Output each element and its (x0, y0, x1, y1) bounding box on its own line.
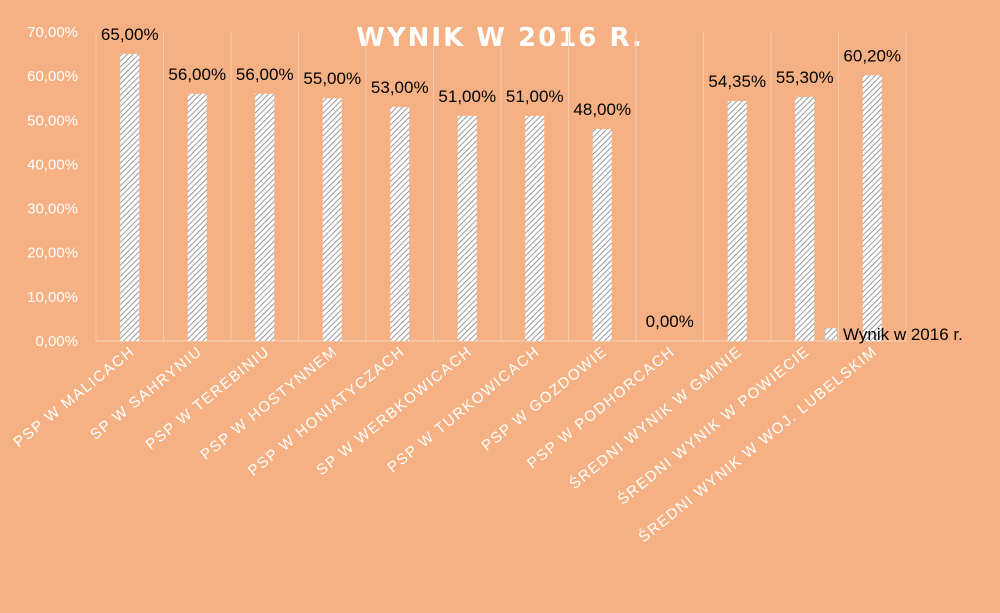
y-tick-label: 40,00% (27, 156, 78, 173)
data-label: 56,00% (168, 65, 226, 84)
x-tick-label: SP W SAHRYNIU (87, 343, 206, 444)
data-label: 51,00% (438, 87, 496, 106)
gridlines (95, 32, 907, 342)
chart-title: WYNIK W 2016 R. (356, 23, 644, 53)
y-axis: 0,00% 10,00% 20,00% 30,00% 40,00% 50,00% 60,00… (27, 24, 78, 350)
legend-swatch (824, 327, 838, 341)
data-label: 60,20% (843, 46, 901, 65)
data-label: 65,00% (101, 25, 159, 44)
x-tick-label: ŚREDNI WYNIK W WOJ. LUBELSKIM (635, 342, 881, 546)
x-tick-label: PSP W TEREBINIU (143, 343, 274, 453)
legend-label: Wynik w 2016 r. (843, 325, 963, 344)
bar (592, 129, 612, 341)
y-tick-label: 0,00% (35, 333, 78, 350)
bar (322, 98, 342, 341)
y-tick-label: 10,00% (27, 289, 78, 306)
bar (120, 54, 140, 341)
bar (525, 115, 545, 341)
data-label: 55,00% (303, 69, 361, 88)
data-labels: 65,00% 56,00% 56,00% 55,00% 53,00% 51,00% 51,0… (101, 25, 901, 331)
bar (187, 93, 207, 341)
data-label: 55,30% (776, 68, 834, 87)
data-label: 51,00% (506, 87, 564, 106)
x-tick-label: PSP W GOZDOWIE (478, 343, 610, 455)
y-tick-label: 50,00% (27, 112, 78, 129)
bar (457, 115, 477, 341)
data-label: 56,00% (236, 65, 294, 84)
x-tick-label: PSP W MALICACH (10, 343, 138, 451)
y-tick-label: 70,00% (27, 24, 78, 41)
data-label: 48,00% (573, 100, 631, 119)
bar (390, 107, 410, 342)
data-label: 0,00% (646, 312, 694, 331)
data-label: 54,35% (708, 72, 766, 91)
y-tick-label: 60,00% (27, 68, 78, 85)
bar-series (120, 54, 882, 342)
y-tick-label: 30,00% (27, 201, 78, 218)
data-label: 53,00% (371, 78, 429, 97)
legend: Wynik w 2016 r. (824, 325, 963, 344)
bar (727, 101, 747, 341)
x-tick-label: PSP W HOSTYNNEM (198, 343, 341, 464)
y-tick-label: 20,00% (27, 245, 78, 262)
bar (795, 96, 815, 341)
bar (862, 75, 882, 341)
bar (255, 93, 275, 341)
